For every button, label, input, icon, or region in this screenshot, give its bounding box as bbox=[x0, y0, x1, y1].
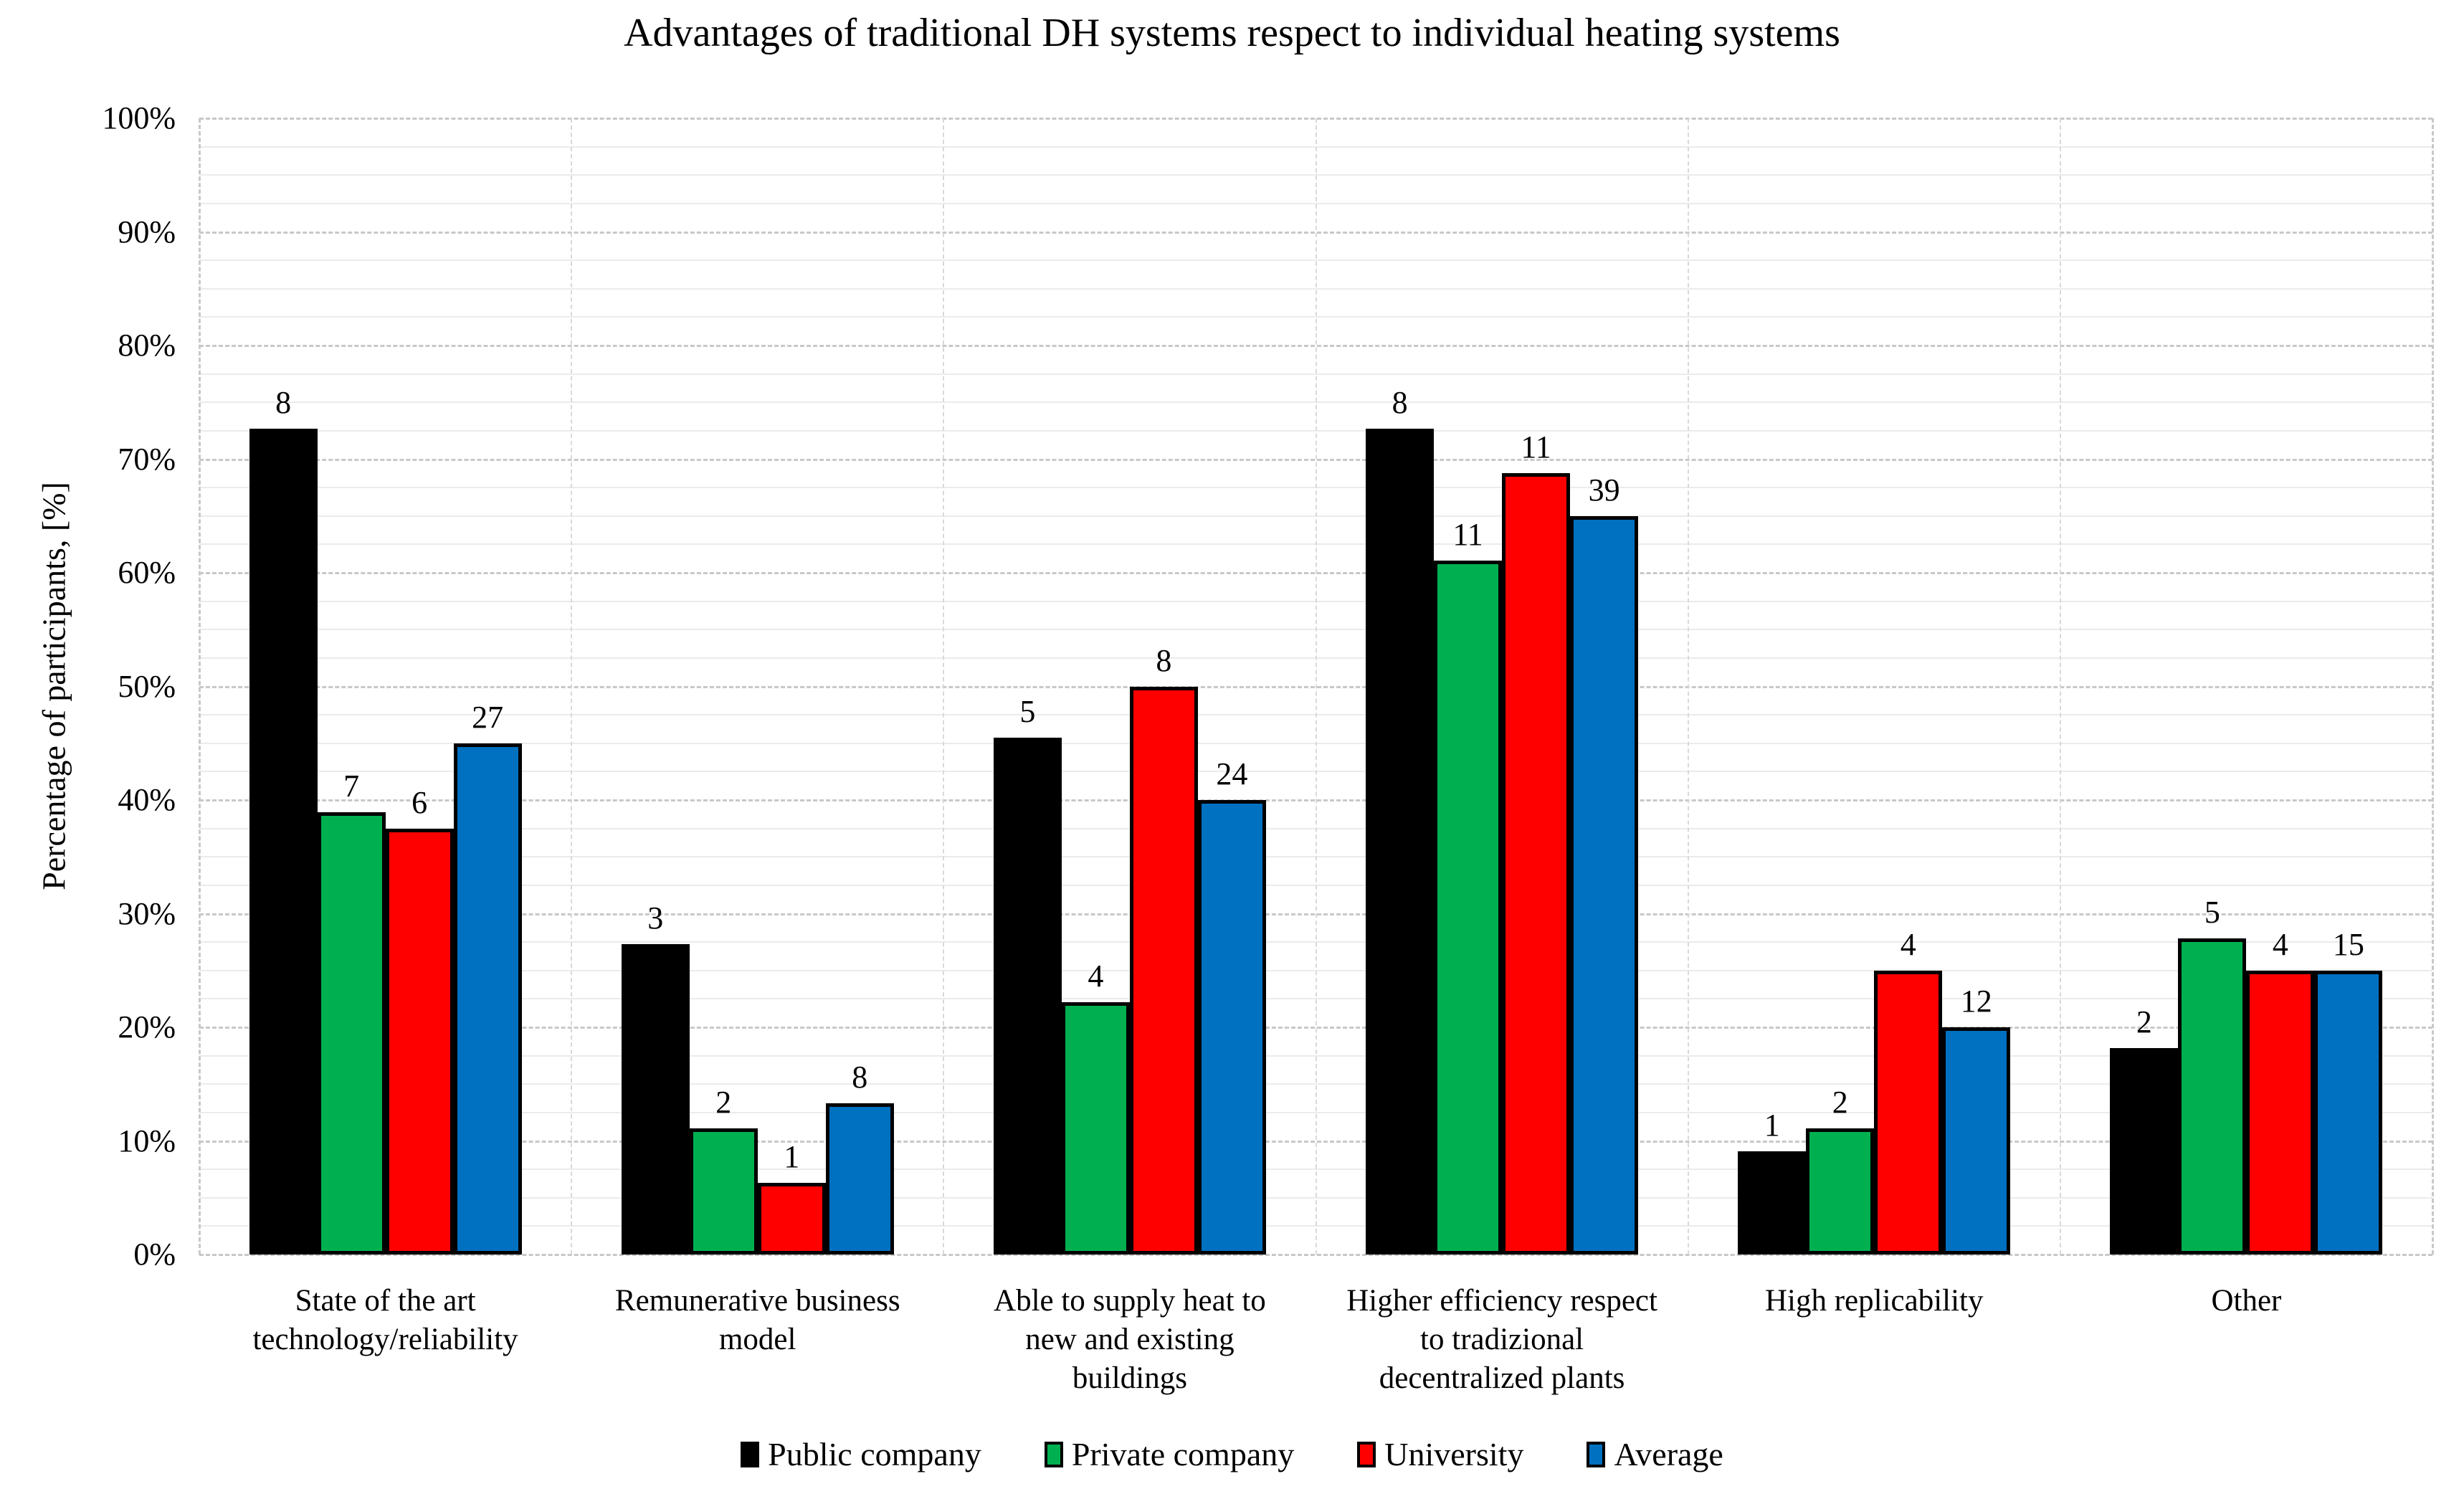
category-separator bbox=[1687, 118, 1689, 1255]
plot-border bbox=[2432, 118, 2434, 1255]
bar bbox=[2246, 970, 2315, 1255]
bar-data-label: 1 bbox=[784, 1139, 800, 1175]
bar-data-label: 11 bbox=[1521, 429, 1551, 465]
bar bbox=[1434, 560, 1503, 1255]
bar-data-label: 27 bbox=[472, 699, 504, 735]
bar bbox=[385, 828, 454, 1255]
legend-item: Public company bbox=[741, 1435, 981, 1473]
legend-item: Average bbox=[1587, 1435, 1723, 1473]
major-gridline bbox=[199, 1254, 2432, 1256]
y-tick-label: 70% bbox=[118, 441, 176, 477]
bar bbox=[1874, 970, 1943, 1255]
y-tick-label: 50% bbox=[118, 668, 176, 704]
bar-data-label: 8 bbox=[1156, 642, 1172, 678]
bar bbox=[1942, 1027, 2011, 1255]
bar bbox=[993, 737, 1062, 1255]
legend-marker-public-company bbox=[741, 1441, 760, 1467]
y-tick-label: 40% bbox=[118, 782, 176, 817]
bar bbox=[249, 428, 318, 1255]
bar-data-label: 2 bbox=[715, 1085, 732, 1120]
bar bbox=[1738, 1151, 1807, 1255]
legend-marker-private-company bbox=[1044, 1441, 1063, 1467]
legend-label: University bbox=[1384, 1436, 1524, 1472]
y-tick-label: 0% bbox=[133, 1237, 176, 1272]
bar bbox=[1061, 1002, 1130, 1255]
category-label: High replicability bbox=[1764, 1284, 1984, 1318]
category-label: Remunerative business model bbox=[614, 1284, 900, 1356]
bar bbox=[317, 812, 386, 1255]
bar-data-label: 39 bbox=[1588, 472, 1620, 508]
y-tick-label: 10% bbox=[118, 1123, 176, 1158]
category-separator bbox=[571, 118, 573, 1255]
bar-data-label: 5 bbox=[2204, 895, 2220, 931]
bar-data-label: 6 bbox=[412, 784, 428, 820]
bar-data-label: 7 bbox=[343, 768, 360, 804]
bar bbox=[621, 944, 690, 1255]
legend-label: Public company bbox=[768, 1436, 981, 1472]
bar bbox=[2314, 970, 2383, 1255]
bar bbox=[1366, 428, 1435, 1255]
bar-data-label: 2 bbox=[2136, 1004, 2152, 1039]
bar bbox=[1502, 472, 1571, 1255]
bar-data-label: 4 bbox=[2272, 926, 2288, 962]
bar-data-label: 8 bbox=[275, 384, 292, 420]
bar bbox=[689, 1128, 758, 1255]
y-tick-label: 80% bbox=[118, 328, 176, 363]
y-tick-label: 100% bbox=[102, 100, 176, 135]
legend-label: Private company bbox=[1071, 1436, 1295, 1472]
category-label: Higher efficiency respect to tradizional… bbox=[1346, 1284, 1657, 1395]
category-separator bbox=[943, 118, 945, 1255]
category-label: State of the art technology/reliability bbox=[252, 1284, 518, 1356]
bar-data-label: 2 bbox=[1832, 1085, 1848, 1120]
bar-data-label: 4 bbox=[1900, 926, 1916, 962]
category-label: Able to supply heat to new and existing … bbox=[994, 1284, 1266, 1395]
bar bbox=[2178, 938, 2247, 1255]
bar-data-label: 8 bbox=[852, 1060, 868, 1095]
bar-data-label: 5 bbox=[1019, 693, 1036, 729]
chart-title: Advantages of traditional DH systems res… bbox=[624, 11, 1840, 55]
bar bbox=[1197, 800, 1266, 1255]
bar bbox=[757, 1183, 826, 1255]
bar bbox=[825, 1103, 894, 1255]
y-tick-label: 20% bbox=[118, 1009, 176, 1044]
bar bbox=[453, 743, 522, 1255]
legend-marker-average bbox=[1587, 1441, 1606, 1467]
bar-data-label: 4 bbox=[1088, 958, 1104, 994]
category-separator bbox=[2059, 118, 2061, 1255]
bar-data-label: 1 bbox=[1764, 1107, 1780, 1143]
bar bbox=[1570, 515, 1639, 1255]
legend-item: Private company bbox=[1044, 1435, 1295, 1473]
y-tick-label: 90% bbox=[118, 214, 176, 249]
y-tick-label: 60% bbox=[118, 555, 176, 590]
bar-data-label: 12 bbox=[1960, 984, 1992, 1019]
bar bbox=[2110, 1047, 2179, 1255]
legend-label: Average bbox=[1614, 1436, 1723, 1472]
bar bbox=[1806, 1128, 1875, 1255]
plot-border bbox=[199, 118, 201, 1255]
bar-data-label: 11 bbox=[1452, 516, 1483, 552]
bar-data-label: 15 bbox=[2332, 926, 2364, 962]
bar-data-label: 8 bbox=[1392, 384, 1408, 420]
bar-data-label: 24 bbox=[1216, 756, 1248, 791]
bar-data-label: 3 bbox=[647, 900, 664, 936]
legend-marker-university bbox=[1357, 1441, 1376, 1467]
category-separator bbox=[1315, 118, 1317, 1255]
legend-item: University bbox=[1357, 1435, 1523, 1473]
y-tick-label: 30% bbox=[118, 895, 176, 931]
bar bbox=[1129, 686, 1198, 1255]
legend: Public company Private company University A… bbox=[0, 1435, 2464, 1473]
category-label: Other bbox=[2211, 1284, 2282, 1318]
